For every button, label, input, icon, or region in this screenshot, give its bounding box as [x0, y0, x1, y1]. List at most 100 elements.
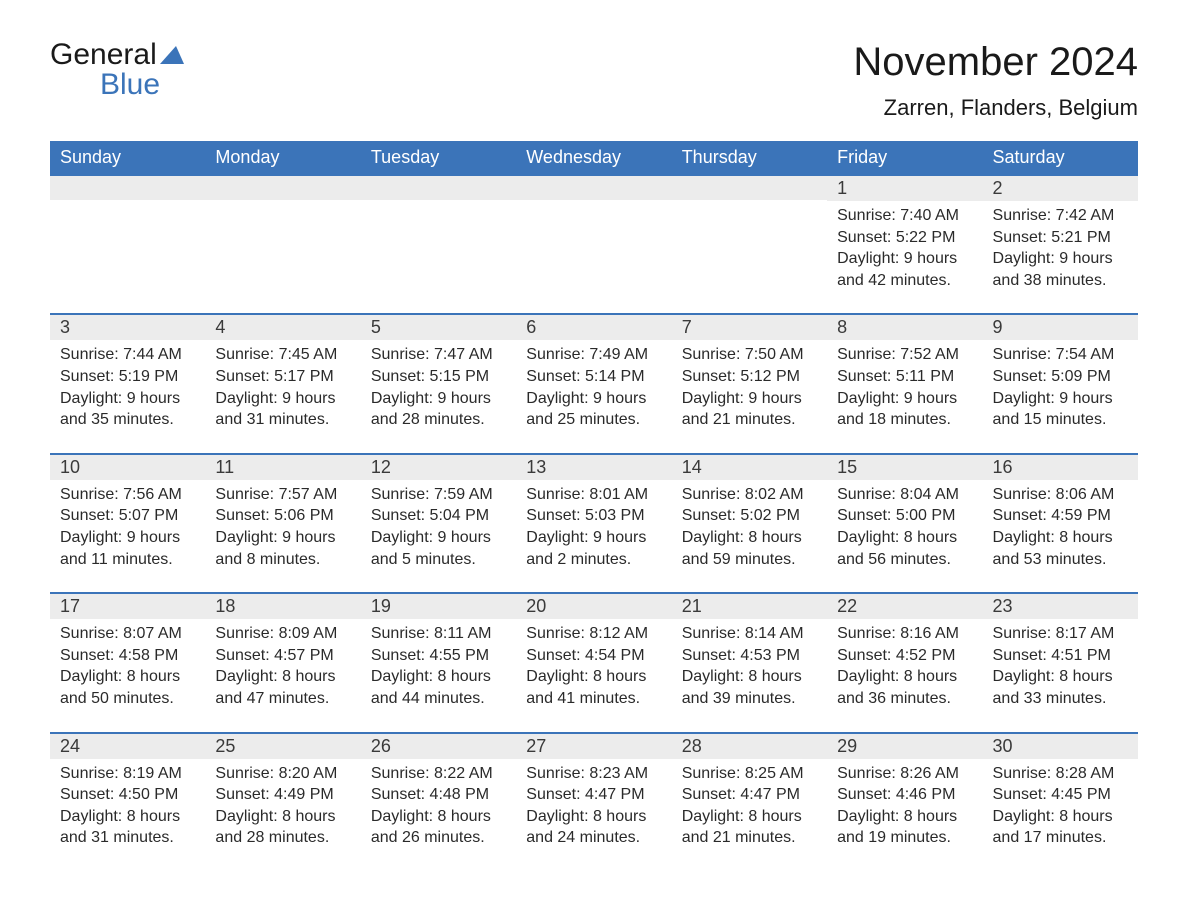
- sunset-value: Sunset: 4:47 PM: [682, 784, 817, 806]
- day-info: Sunrise: 8:07 AM Sunset: 4:58 PM Dayligh…: [60, 623, 195, 709]
- sunrise-value: Sunrise: 8:26 AM: [837, 763, 972, 785]
- sunrise-value: Sunrise: 8:20 AM: [215, 763, 350, 785]
- sunrise-value: Sunrise: 8:23 AM: [526, 763, 661, 785]
- daylight-value-1: Daylight: 8 hours: [60, 666, 195, 688]
- day-cell: 10 Sunrise: 7:56 AM Sunset: 5:07 PM Dayl…: [50, 454, 205, 593]
- day-info: Sunrise: 8:17 AM Sunset: 4:51 PM Dayligh…: [993, 623, 1128, 709]
- logo-text-general: General: [50, 38, 157, 71]
- day-number: 21: [672, 594, 827, 619]
- sunset-value: Sunset: 5:09 PM: [993, 366, 1128, 388]
- sunset-value: Sunset: 4:45 PM: [993, 784, 1128, 806]
- daylight-value-1: Daylight: 8 hours: [215, 666, 350, 688]
- daylight-value-2: and 25 minutes.: [526, 409, 661, 431]
- daylight-value-2: and 36 minutes.: [837, 688, 972, 710]
- sunset-value: Sunset: 5:15 PM: [371, 366, 506, 388]
- sunset-value: Sunset: 4:50 PM: [60, 784, 195, 806]
- day-cell: 5 Sunrise: 7:47 AM Sunset: 5:15 PM Dayli…: [361, 314, 516, 453]
- day-cell: 20 Sunrise: 8:12 AM Sunset: 4:54 PM Dayl…: [516, 593, 671, 732]
- sunset-value: Sunset: 4:48 PM: [371, 784, 506, 806]
- day-cell: 19 Sunrise: 8:11 AM Sunset: 4:55 PM Dayl…: [361, 593, 516, 732]
- day-info: Sunrise: 7:54 AM Sunset: 5:09 PM Dayligh…: [993, 344, 1128, 430]
- day-number: 13: [516, 455, 671, 480]
- daylight-value-1: Daylight: 8 hours: [837, 666, 972, 688]
- daylight-value-2: and 41 minutes.: [526, 688, 661, 710]
- day-cell: 9 Sunrise: 7:54 AM Sunset: 5:09 PM Dayli…: [983, 314, 1138, 453]
- day-number: 2: [983, 176, 1138, 201]
- daylight-value-1: Daylight: 9 hours: [371, 388, 506, 410]
- daylight-value-1: Daylight: 9 hours: [837, 388, 972, 410]
- day-header-row: Sunday Monday Tuesday Wednesday Thursday…: [50, 141, 1138, 175]
- sunset-value: Sunset: 4:55 PM: [371, 645, 506, 667]
- daylight-value-1: Daylight: 9 hours: [682, 388, 817, 410]
- day-cell: 14 Sunrise: 8:02 AM Sunset: 5:02 PM Dayl…: [672, 454, 827, 593]
- week-row: 24 Sunrise: 8:19 AM Sunset: 4:50 PM Dayl…: [50, 733, 1138, 871]
- daylight-value-1: Daylight: 9 hours: [526, 388, 661, 410]
- sunset-value: Sunset: 5:07 PM: [60, 505, 195, 527]
- day-info: Sunrise: 8:26 AM Sunset: 4:46 PM Dayligh…: [837, 763, 972, 849]
- day-info: Sunrise: 7:57 AM Sunset: 5:06 PM Dayligh…: [215, 484, 350, 570]
- day-info: Sunrise: 7:44 AM Sunset: 5:19 PM Dayligh…: [60, 344, 195, 430]
- daylight-value-1: Daylight: 8 hours: [837, 806, 972, 828]
- day-cell: 21 Sunrise: 8:14 AM Sunset: 4:53 PM Dayl…: [672, 593, 827, 732]
- day-cell: 23 Sunrise: 8:17 AM Sunset: 4:51 PM Dayl…: [983, 593, 1138, 732]
- day-cell: [205, 175, 360, 314]
- day-info: Sunrise: 8:11 AM Sunset: 4:55 PM Dayligh…: [371, 623, 506, 709]
- day-cell: 30 Sunrise: 8:28 AM Sunset: 4:45 PM Dayl…: [983, 733, 1138, 871]
- day-cell: 4 Sunrise: 7:45 AM Sunset: 5:17 PM Dayli…: [205, 314, 360, 453]
- day-number: 23: [983, 594, 1138, 619]
- day-number: 5: [361, 315, 516, 340]
- day-cell: 7 Sunrise: 7:50 AM Sunset: 5:12 PM Dayli…: [672, 314, 827, 453]
- daylight-value-2: and 2 minutes.: [526, 549, 661, 571]
- sunset-value: Sunset: 5:00 PM: [837, 505, 972, 527]
- daylight-value-2: and 21 minutes.: [682, 827, 817, 849]
- sunset-value: Sunset: 5:06 PM: [215, 505, 350, 527]
- daylight-value-2: and 18 minutes.: [837, 409, 972, 431]
- daylight-value-2: and 53 minutes.: [993, 549, 1128, 571]
- daylight-value-1: Daylight: 9 hours: [215, 388, 350, 410]
- day-cell: 18 Sunrise: 8:09 AM Sunset: 4:57 PM Dayl…: [205, 593, 360, 732]
- sunset-value: Sunset: 5:22 PM: [837, 227, 972, 249]
- sunset-value: Sunset: 4:57 PM: [215, 645, 350, 667]
- day-number-bar: [361, 176, 516, 200]
- sunset-value: Sunset: 5:21 PM: [993, 227, 1128, 249]
- sunrise-value: Sunrise: 8:28 AM: [993, 763, 1128, 785]
- day-cell: 27 Sunrise: 8:23 AM Sunset: 4:47 PM Dayl…: [516, 733, 671, 871]
- daylight-value-2: and 28 minutes.: [215, 827, 350, 849]
- day-number: 11: [205, 455, 360, 480]
- day-cell: 24 Sunrise: 8:19 AM Sunset: 4:50 PM Dayl…: [50, 733, 205, 871]
- day-number: 18: [205, 594, 360, 619]
- day-number: 6: [516, 315, 671, 340]
- location-label: Zarren, Flanders, Belgium: [853, 95, 1138, 121]
- sunrise-value: Sunrise: 7:56 AM: [60, 484, 195, 506]
- day-number: 16: [983, 455, 1138, 480]
- sunrise-value: Sunrise: 8:22 AM: [371, 763, 506, 785]
- day-cell: [516, 175, 671, 314]
- logo-text-blue: Blue: [100, 70, 160, 100]
- day-number-bar: [205, 176, 360, 200]
- day-number: 17: [50, 594, 205, 619]
- sunset-value: Sunset: 4:47 PM: [526, 784, 661, 806]
- sunset-value: Sunset: 4:52 PM: [837, 645, 972, 667]
- daylight-value-2: and 59 minutes.: [682, 549, 817, 571]
- day-number: 20: [516, 594, 671, 619]
- day-header-monday: Monday: [205, 141, 360, 175]
- day-info: Sunrise: 8:09 AM Sunset: 4:57 PM Dayligh…: [215, 623, 350, 709]
- daylight-value-2: and 56 minutes.: [837, 549, 972, 571]
- sunset-value: Sunset: 4:59 PM: [993, 505, 1128, 527]
- day-cell: 6 Sunrise: 7:49 AM Sunset: 5:14 PM Dayli…: [516, 314, 671, 453]
- daylight-value-1: Daylight: 8 hours: [60, 806, 195, 828]
- daylight-value-1: Daylight: 9 hours: [993, 248, 1128, 270]
- day-number: 27: [516, 734, 671, 759]
- sunset-value: Sunset: 4:51 PM: [993, 645, 1128, 667]
- day-number: 26: [361, 734, 516, 759]
- sunrise-value: Sunrise: 7:54 AM: [993, 344, 1128, 366]
- day-info: Sunrise: 8:14 AM Sunset: 4:53 PM Dayligh…: [682, 623, 817, 709]
- day-info: Sunrise: 8:23 AM Sunset: 4:47 PM Dayligh…: [526, 763, 661, 849]
- daylight-value-1: Daylight: 8 hours: [526, 666, 661, 688]
- day-number: 15: [827, 455, 982, 480]
- daylight-value-2: and 31 minutes.: [60, 827, 195, 849]
- day-number: 22: [827, 594, 982, 619]
- day-cell: [50, 175, 205, 314]
- calendar-table: Sunday Monday Tuesday Wednesday Thursday…: [50, 141, 1138, 871]
- daylight-value-1: Daylight: 9 hours: [60, 527, 195, 549]
